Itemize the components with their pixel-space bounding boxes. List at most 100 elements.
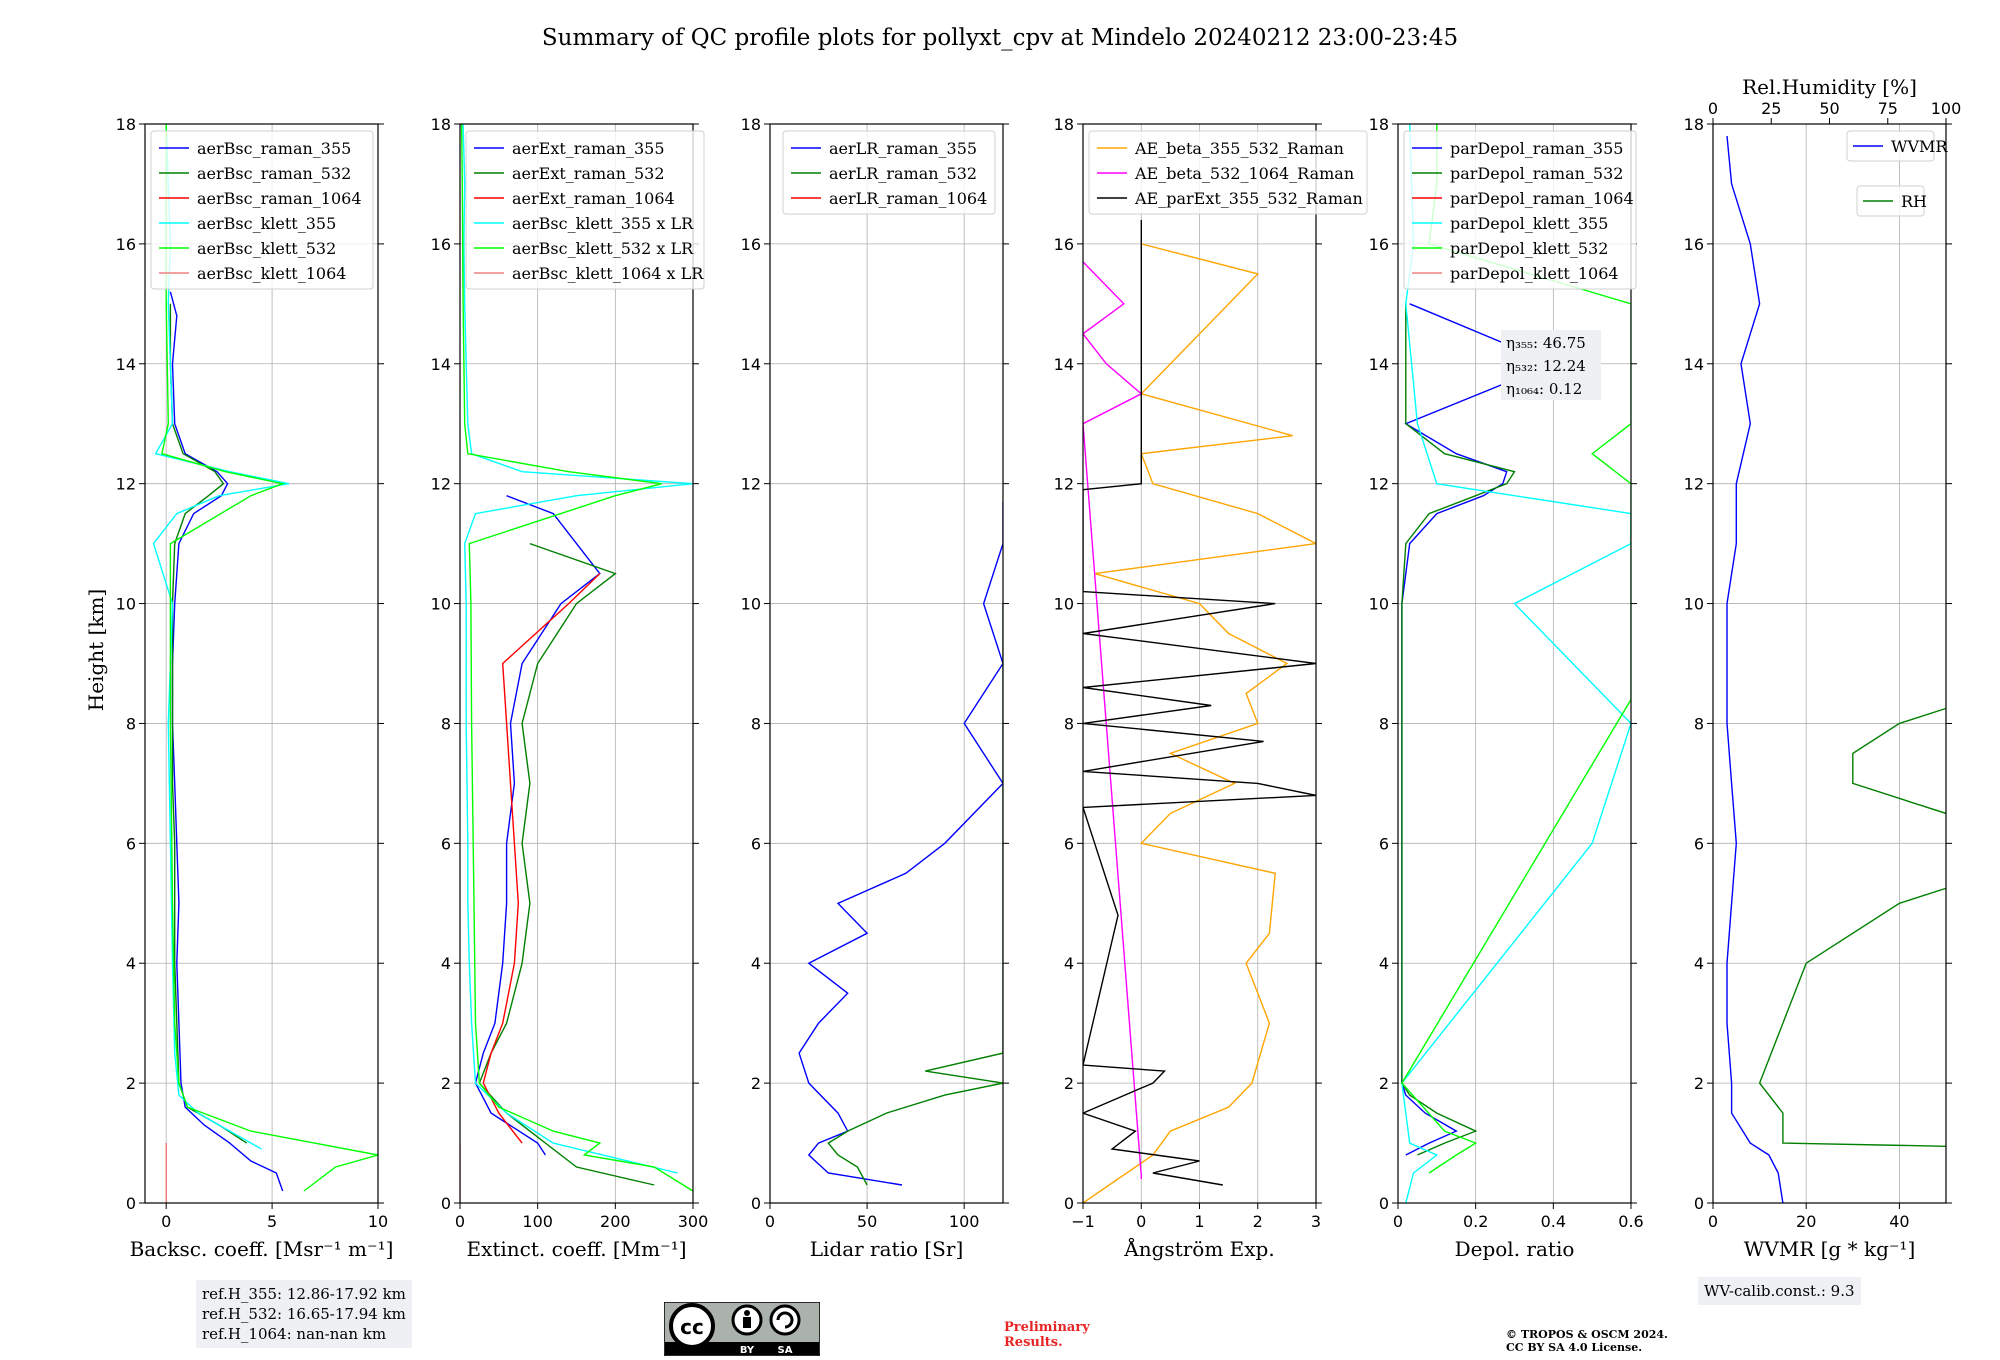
y-tick-label: 16 xyxy=(741,235,761,254)
x-axis-label-depol: Depol. ratio xyxy=(1455,1237,1575,1261)
series-line-aerBsc_klett_355 x LR xyxy=(462,124,693,1174)
series-line-AE_beta_355_532_Raman xyxy=(1083,243,1316,1203)
eta-annotation-text: η₅₃₂: 12.24 xyxy=(1506,357,1586,375)
y-tick-label: 18 xyxy=(1684,115,1704,134)
y-tick-label: 18 xyxy=(116,115,136,134)
legend-label: WVMR xyxy=(1891,137,1948,156)
x-tick-label: 0 xyxy=(1708,1212,1718,1231)
legend-label: parDepol_klett_1064 xyxy=(1450,264,1619,283)
legend-label: RH xyxy=(1901,192,1927,211)
y-tick-label: 8 xyxy=(441,714,451,733)
x-axis-label-ext: Extinct. coeff. [Mm⁻¹] xyxy=(466,1237,686,1261)
panel-depol: 0 0.2 0.4 0.6 0 2 4 6 8 10 12 14 16 18 Depol. ratio par… xyxy=(1369,115,1644,1261)
y-tick-label: 18 xyxy=(1054,115,1074,134)
y-tick-label: 10 xyxy=(741,595,761,614)
legend-label: aerExt_raman_1064 xyxy=(512,189,675,208)
sa-share-alike-icon xyxy=(769,1304,801,1336)
series-line-aerLR_raman_532 xyxy=(827,603,1003,1186)
wv-calibration-text: WV-calib.const.: 9.3 xyxy=(1704,1282,1855,1300)
y-axis-label: Height [km] xyxy=(84,589,108,711)
legend-label: aerLR_raman_1064 xyxy=(829,189,987,208)
y-tick-label: 10 xyxy=(1054,595,1074,614)
eta-annotation-box xyxy=(1501,330,1601,400)
x2-tick-label: 50 xyxy=(1819,99,1839,118)
series-line-parDepol_raman_355 xyxy=(1401,303,1556,1156)
y-tick-label: 18 xyxy=(431,115,451,134)
badge-by-label: BY xyxy=(740,1345,755,1356)
y-tick-label: 0 xyxy=(751,1194,761,1213)
x-axis-label-ae: Ångström Exp. xyxy=(1123,1236,1274,1261)
legend-label: aerLR_raman_532 xyxy=(829,164,977,183)
legend-label: aerBsc_klett_532 xyxy=(197,239,336,258)
legend-label: aerBsc_klett_355 x LR xyxy=(512,214,694,233)
x-tick-label: 0.2 xyxy=(1463,1212,1488,1231)
legend-label: parDepol_raman_532 xyxy=(1450,164,1623,183)
cc-by-sa-license-badge: cc BY SA xyxy=(664,1302,820,1356)
legend-label: aerBsc_klett_355 xyxy=(197,214,336,233)
y-tick-label: 0 xyxy=(1379,1194,1389,1213)
preliminary-line-2: Results. xyxy=(1004,1335,1063,1350)
figure-title: Summary of QC profile plots for pollyxt_… xyxy=(542,25,1458,51)
y-tick-label: 4 xyxy=(1379,954,1389,973)
eta-annotation-text: η₁₀₆₄: 0.12 xyxy=(1506,380,1582,398)
y-tick-label: 16 xyxy=(1684,235,1704,254)
ref-height-1064: ref.H_1064: nan-nan km xyxy=(202,1325,387,1343)
x-tick-label: 5 xyxy=(267,1212,277,1231)
y-tick-label: 12 xyxy=(431,475,451,494)
reference-heights-box: ref.H_355: 12.86-17.92 km ref.H_532: 16.… xyxy=(196,1280,412,1348)
y-tick-label: 10 xyxy=(1369,595,1389,614)
y-tick-label: 4 xyxy=(1064,954,1074,973)
y-tick-label: 16 xyxy=(431,235,451,254)
y-tick-label: 14 xyxy=(116,355,136,374)
panel-wv: 0 20 40 0 2 4 6 8 10 12 14 16 18 WVMR [g * kg⁻¹] 0 25 50… xyxy=(1684,75,1962,1261)
legend-box xyxy=(1088,130,1368,215)
legend-box xyxy=(782,130,996,215)
axes-frame xyxy=(1712,123,1947,1204)
y-tick-label: 16 xyxy=(116,235,136,254)
series-line-AE_parExt_355_532_Raman xyxy=(1083,219,1316,1186)
y-tick-label: 16 xyxy=(1054,235,1074,254)
y-tick-label: 14 xyxy=(431,355,451,374)
x-tick-label: 100 xyxy=(522,1212,553,1231)
legend-label: AE_parExt_355_532_Raman xyxy=(1134,189,1363,208)
y-tick-label: 0 xyxy=(1694,1194,1704,1213)
y-tick-label: 4 xyxy=(441,954,451,973)
x-tick-label: 0.6 xyxy=(1618,1212,1643,1231)
y-tick-label: 18 xyxy=(1369,115,1389,134)
legend-label: AE_beta_532_1064_Raman xyxy=(1134,164,1354,183)
y-tick-label: 8 xyxy=(1694,714,1704,733)
axes-frame xyxy=(144,123,379,1204)
legend-label: parDepol_raman_1064 xyxy=(1450,189,1634,208)
y-tick-label: 10 xyxy=(1684,595,1704,614)
preliminary-line-1: Preliminary xyxy=(1004,1320,1090,1335)
legend-label: aerBsc_raman_355 xyxy=(197,139,351,158)
copyright-note: © TROPOS & OSCM 2024. CC BY SA 4.0 Licen… xyxy=(1506,1328,1668,1354)
legend-label: aerBsc_klett_532 x LR xyxy=(512,239,694,258)
y-tick-label: 6 xyxy=(1379,834,1389,853)
x-tick-label: −1 xyxy=(1071,1212,1095,1231)
axes-frame xyxy=(1397,123,1632,1204)
series-line-AE_beta_532_1064_Raman xyxy=(1083,261,1143,1179)
series-line-aerLR_raman_355 xyxy=(798,501,1003,1186)
x2-tick-label: 75 xyxy=(1878,99,1898,118)
series-line-aerExt_raman_1064 xyxy=(482,573,601,1144)
ref-height-355: ref.H_355: 12.86-17.92 km xyxy=(202,1285,406,1303)
y-tick-label: 8 xyxy=(1064,714,1074,733)
y-tick-label: 0 xyxy=(441,1194,451,1213)
series-line-parDepol_klett_355 xyxy=(1401,124,1631,1203)
y-tick-label: 8 xyxy=(1379,714,1389,733)
y-tick-label: 14 xyxy=(1684,355,1704,374)
y-tick-label: 4 xyxy=(751,954,761,973)
x2-tick-label: 25 xyxy=(1761,99,1781,118)
series-line-aerBsc_raman_355 xyxy=(169,291,284,1192)
x-tick-label: 100 xyxy=(949,1212,980,1231)
series-line-aerBsc_klett_355 xyxy=(152,124,290,1150)
legend-label: AE_beta_355_532_Raman xyxy=(1134,139,1344,158)
x2-tick-label: 100 xyxy=(1931,99,1962,118)
x-tick-label: 0 xyxy=(161,1212,171,1231)
x-tick-label: 200 xyxy=(600,1212,631,1231)
x-tick-label: 300 xyxy=(678,1212,709,1231)
x-tick-label: 0 xyxy=(1136,1212,1146,1231)
x-tick-label: 0 xyxy=(765,1212,775,1231)
